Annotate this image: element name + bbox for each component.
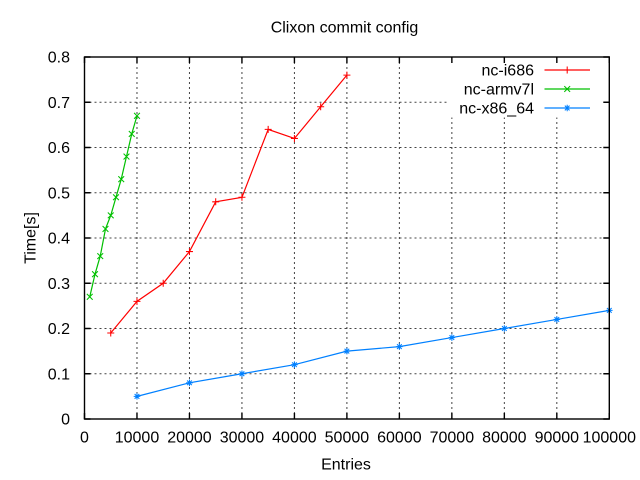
svg-text:0.1: 0.1	[48, 366, 70, 383]
svg-text:0.4: 0.4	[48, 231, 70, 248]
svg-text:20000: 20000	[167, 430, 212, 447]
svg-text:Clixon commit config: Clixon commit config	[271, 20, 419, 37]
svg-text:Time[s]: Time[s]	[22, 212, 39, 264]
svg-text:60000: 60000	[377, 430, 422, 447]
svg-text:nc-x86_64: nc-x86_64	[459, 101, 534, 118]
svg-text:50000: 50000	[325, 430, 370, 447]
svg-text:0.5: 0.5	[48, 185, 70, 202]
svg-text:70000: 70000	[430, 430, 475, 447]
svg-text:0.6: 0.6	[48, 140, 70, 157]
svg-text:40000: 40000	[272, 430, 317, 447]
svg-text:0.2: 0.2	[48, 321, 70, 338]
svg-text:nc-i686: nc-i686	[482, 63, 535, 80]
svg-text:30000: 30000	[220, 430, 265, 447]
svg-text:0.7: 0.7	[48, 95, 70, 112]
svg-text:10000: 10000	[115, 430, 160, 447]
svg-text:0: 0	[80, 430, 89, 447]
svg-text:0.8: 0.8	[48, 50, 70, 67]
svg-text:100000: 100000	[583, 430, 636, 447]
svg-text:80000: 80000	[482, 430, 527, 447]
svg-text:0.3: 0.3	[48, 276, 70, 293]
svg-text:Entries: Entries	[321, 457, 371, 474]
svg-text:nc-armv7l: nc-armv7l	[464, 82, 534, 99]
svg-text:0: 0	[61, 412, 70, 429]
svg-text:90000: 90000	[535, 430, 580, 447]
